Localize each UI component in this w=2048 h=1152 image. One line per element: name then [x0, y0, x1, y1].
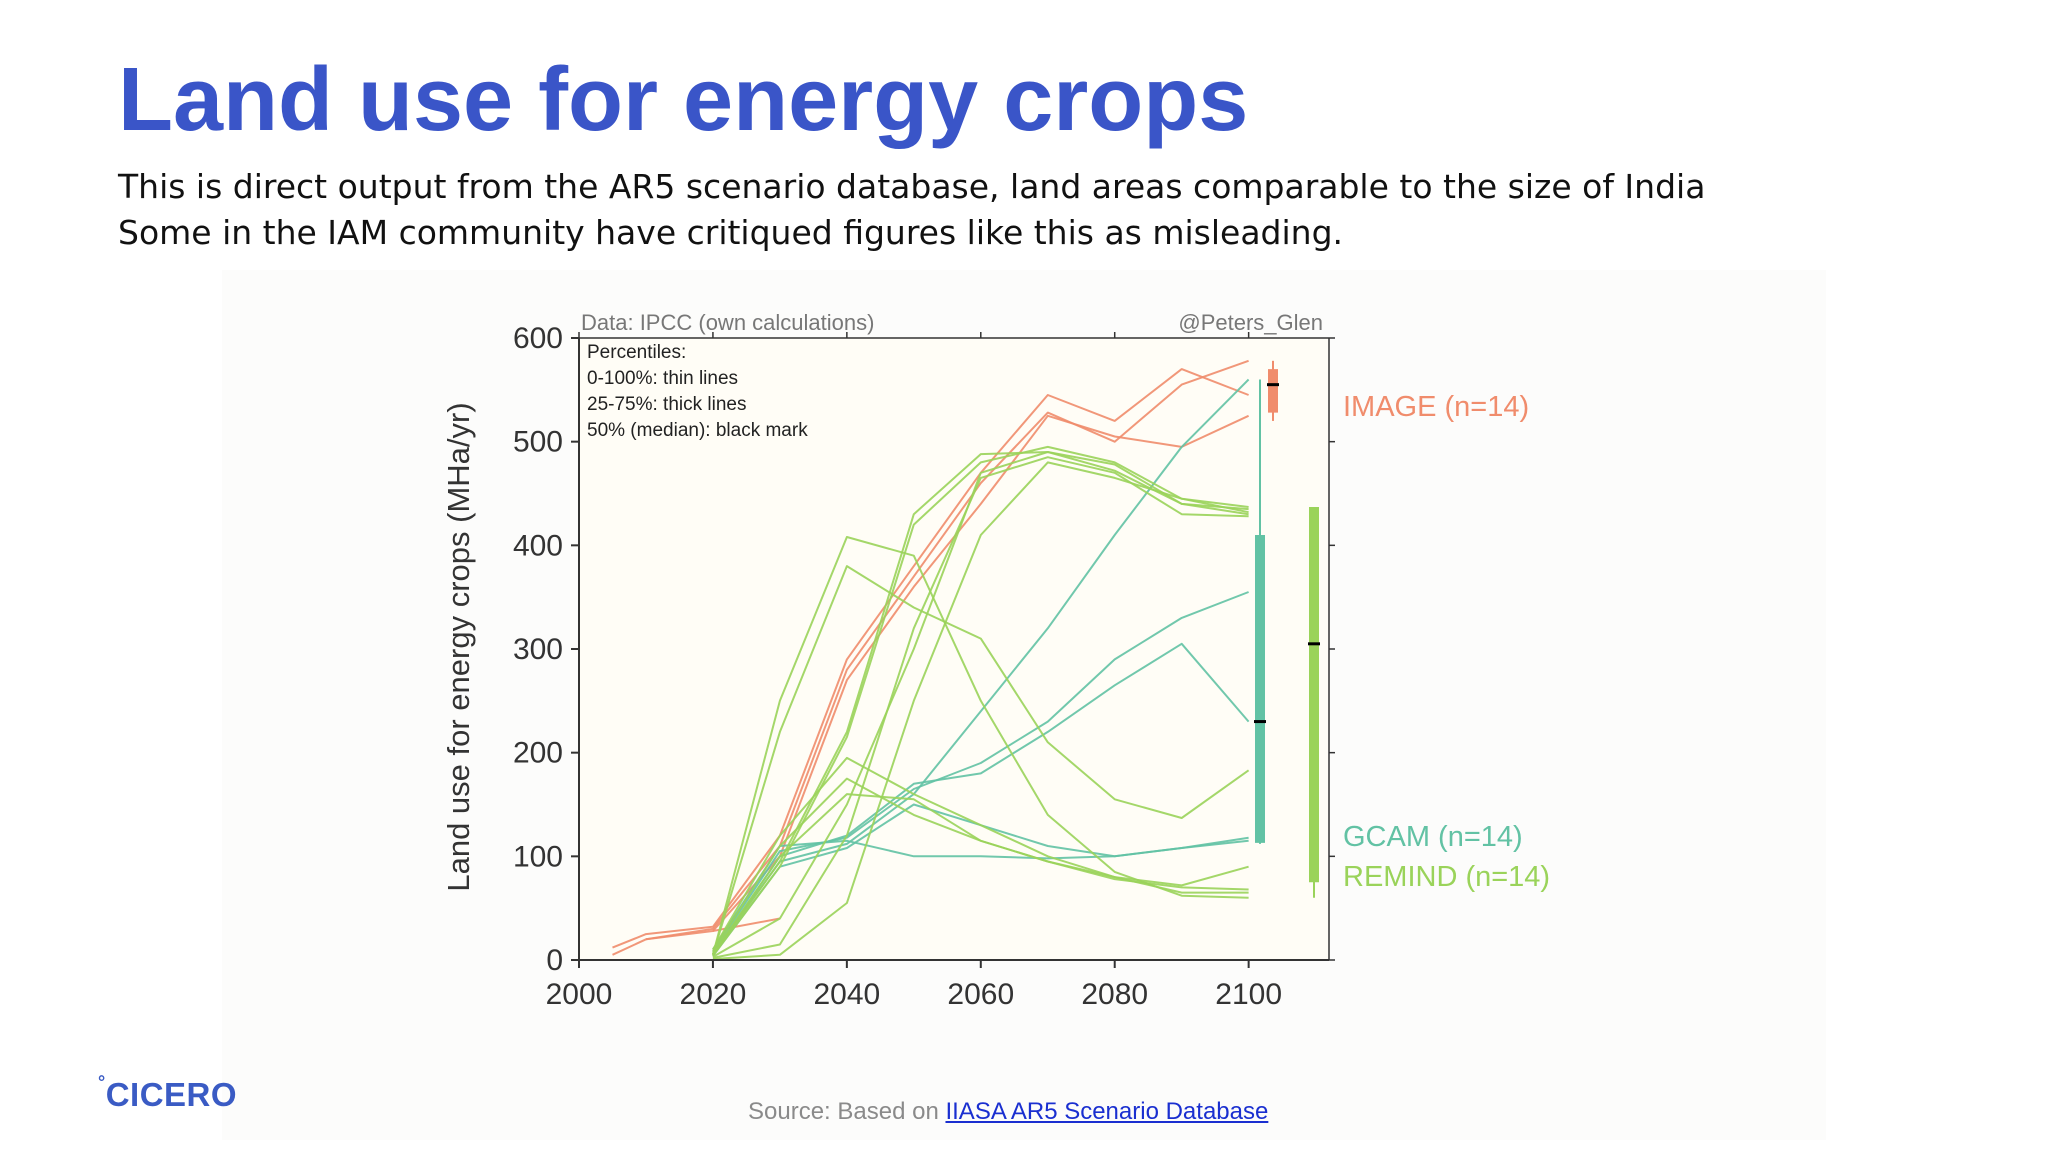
chart-header-left: Data: IPCC (own calculations) [581, 310, 874, 335]
series-line-remind-3 [712, 451, 1249, 958]
x-tick-label: 2020 [680, 978, 747, 1011]
series-line-image-1 [612, 368, 1249, 949]
series-line-remind-8 [712, 756, 1249, 951]
x-tick-label: 2080 [1081, 978, 1148, 1011]
slide-subtitle: This is direct output from the AR5 scena… [118, 164, 1705, 256]
percentile-legend-line: 25-75%: thick lines [587, 394, 746, 415]
x-tick-label: 2100 [1215, 978, 1282, 1011]
series-line-image-2 [612, 359, 1249, 956]
x-tick-label: 2060 [947, 978, 1014, 1011]
percentile-legend-line: 0-100%: thin lines [587, 368, 738, 389]
subtitle-line-2: Some in the IAM community have critiqued… [118, 213, 1344, 252]
percentile-legend-line: 50% (median): black mark [587, 420, 808, 441]
y-tick-label: 300 [513, 633, 563, 666]
chart-header-right: @Peters_Glen [1178, 310, 1323, 335]
series-line-remind-4 [712, 456, 1249, 959]
slide-title: Land use for energy crops [118, 50, 1249, 150]
y-tick-label: 600 [513, 322, 563, 355]
logo-text: CICERO [105, 1076, 238, 1113]
series-line-gcam-4 [712, 378, 1250, 955]
series-lines [612, 359, 1250, 960]
series-line-remind-5 [712, 461, 1249, 960]
source-note: Source: Based on IIASA AR5 Scenario Data… [748, 1098, 1268, 1126]
legend-label-image: IMAGE (n=14) [1343, 391, 1529, 423]
x-tick-label: 2040 [813, 978, 880, 1011]
x-tick-label: 2000 [546, 978, 613, 1011]
y-tick-label: 400 [513, 529, 563, 562]
chart-panel: 0 100 200 300 400 500 600 2000 2020 2040 2060 2080 2… [222, 270, 1826, 1140]
y-axis-label: Land use for energy crops (MHa/yr) [441, 402, 476, 891]
y-tick-label: 0 [546, 944, 563, 977]
source-link[interactable]: IIASA AR5 Scenario Database [945, 1098, 1269, 1125]
series-line-gcam-2 [712, 591, 1249, 953]
y-tick-label: 100 [513, 840, 563, 873]
series-line-remind-10 [712, 793, 1249, 955]
cicero-logo: °CICERO [98, 1072, 238, 1113]
energy-crops-chart: 0 100 200 300 400 500 600 2000 2020 2040 2060 2080 2… [441, 310, 1550, 1011]
subtitle-line-1: This is direct output from the AR5 scena… [118, 167, 1706, 206]
source-prefix: Source: Based on [748, 1098, 946, 1125]
legend-label-remind: REMIND (n=14) [1343, 861, 1550, 893]
series-line-remind-7 [711, 565, 1250, 956]
percentile-legend-line: Percentiles: [587, 342, 686, 363]
legend-label-gcam: GCAM (n=14) [1343, 821, 1523, 853]
y-tick-label: 500 [513, 426, 563, 459]
y-tick-label: 200 [513, 737, 563, 770]
series-line-gcam-3 [712, 642, 1250, 956]
